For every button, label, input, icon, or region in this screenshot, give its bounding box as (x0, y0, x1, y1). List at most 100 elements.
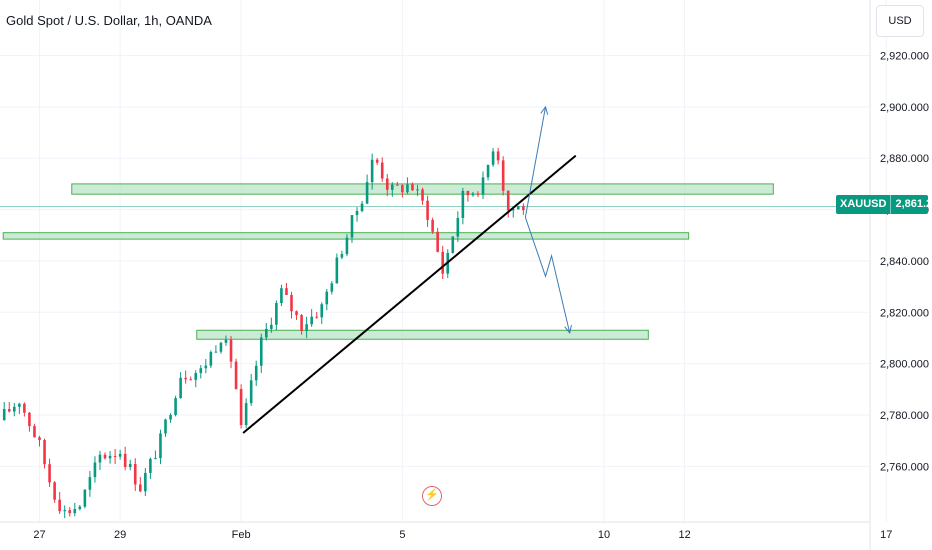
candle-body (204, 365, 208, 369)
candle-body (280, 288, 283, 304)
candle-body (391, 184, 394, 190)
currency-button[interactable]: USD (876, 5, 924, 37)
candle-body (154, 458, 157, 460)
candle-body (441, 251, 444, 274)
candle-body (234, 361, 238, 390)
projection-down-arrow (524, 217, 571, 333)
candle-body (118, 453, 122, 457)
candle-body (335, 257, 339, 284)
candle-body (169, 414, 172, 420)
candle-body (2, 409, 6, 421)
candle-body (78, 506, 82, 510)
candle-body (325, 291, 329, 305)
candle-body (270, 324, 273, 329)
horizontal-zones (2, 183, 774, 340)
candle-body (113, 455, 117, 457)
candle-body (506, 190, 510, 211)
candle-body (370, 159, 374, 183)
candle-body (421, 189, 424, 201)
y-tick-label: 2,880.000 (880, 153, 929, 165)
candle-body (436, 231, 439, 252)
candle-body (401, 185, 404, 193)
candle-body (139, 484, 142, 492)
projection-up-arrow (524, 106, 547, 218)
candle-body (305, 324, 308, 332)
candle-body (23, 403, 26, 413)
candle-body (345, 237, 349, 255)
trendline (242, 154, 577, 434)
x-tick-label: 27 (33, 529, 45, 541)
price-tag-value: 2,861.250 (895, 198, 932, 210)
y-axis[interactable]: 2,760.000 2,780.000 2,800.000 2,820.000 2,84… (869, 0, 929, 550)
candle-body (285, 288, 288, 295)
candle-body (275, 303, 278, 325)
candle-body (83, 489, 87, 507)
candle-body (209, 352, 213, 366)
candle-body (7, 409, 11, 412)
x-tick-label: 17 (880, 529, 892, 541)
candle-body (28, 412, 31, 427)
candle-body (103, 454, 107, 459)
y-tick-label: 2,840.000 (880, 256, 929, 268)
last-price-label: XAUUSD 2,861.250 (836, 195, 932, 214)
candle-body (380, 162, 384, 179)
y-tick-label: 2,820.000 (880, 307, 929, 319)
candle-body (194, 373, 198, 380)
candle-body (517, 206, 520, 210)
candle-body (340, 254, 344, 258)
candle-body (244, 403, 248, 426)
x-tick-label: 10 (598, 529, 610, 541)
candle-body (239, 389, 243, 426)
candle-body (310, 316, 313, 325)
y-tick-label: 2,780.000 (880, 410, 929, 422)
y-tick-label: 2,760.000 (880, 461, 929, 473)
candle-body (360, 203, 364, 212)
candle-body (295, 311, 298, 316)
candle-body (406, 184, 409, 193)
candle-body (73, 509, 77, 514)
candle-body (426, 200, 429, 220)
x-tick-label: 5 (399, 529, 405, 541)
projection-down-arrow-arrowhead (564, 324, 572, 334)
candle-body (48, 464, 51, 483)
candle-body (53, 482, 56, 500)
candle-body (254, 365, 258, 381)
candle-body (501, 160, 505, 191)
candle-body (456, 218, 460, 237)
candle-body (58, 499, 61, 512)
price-tag-symbol: XAUUSD (836, 195, 892, 214)
candle-body (466, 190, 470, 196)
candle-body (522, 206, 525, 211)
candle-body (385, 178, 389, 190)
candle-body (149, 458, 152, 473)
candle-body (411, 184, 414, 191)
x-tick-label: 29 (114, 529, 126, 541)
candle-body (93, 462, 97, 478)
candle-body (229, 339, 233, 362)
candle-body (481, 177, 485, 195)
candle-body (179, 377, 182, 399)
candle-body (199, 368, 203, 374)
grid (0, 0, 887, 522)
lightning-icon[interactable]: ⚡ (422, 486, 442, 506)
candles (2, 147, 525, 519)
candle-body (88, 477, 92, 490)
x-axis: 2729Feb51012171924 (0, 521, 892, 541)
candle-body (330, 283, 334, 292)
candle-body (68, 510, 72, 514)
candle-body (38, 437, 41, 441)
candle-body (174, 398, 177, 415)
candle-body (491, 151, 495, 165)
candle-body (396, 184, 399, 186)
candle-body (18, 403, 21, 407)
x-tick-label: 12 (678, 529, 690, 541)
projection-up-arrow-arrowhead (540, 105, 549, 115)
candle-body (189, 379, 192, 381)
candle-body (108, 455, 112, 459)
candle-body (350, 215, 354, 238)
candle-body (290, 294, 293, 312)
candle-body (63, 510, 66, 512)
candle-body (128, 463, 132, 468)
candle-body (416, 189, 419, 191)
